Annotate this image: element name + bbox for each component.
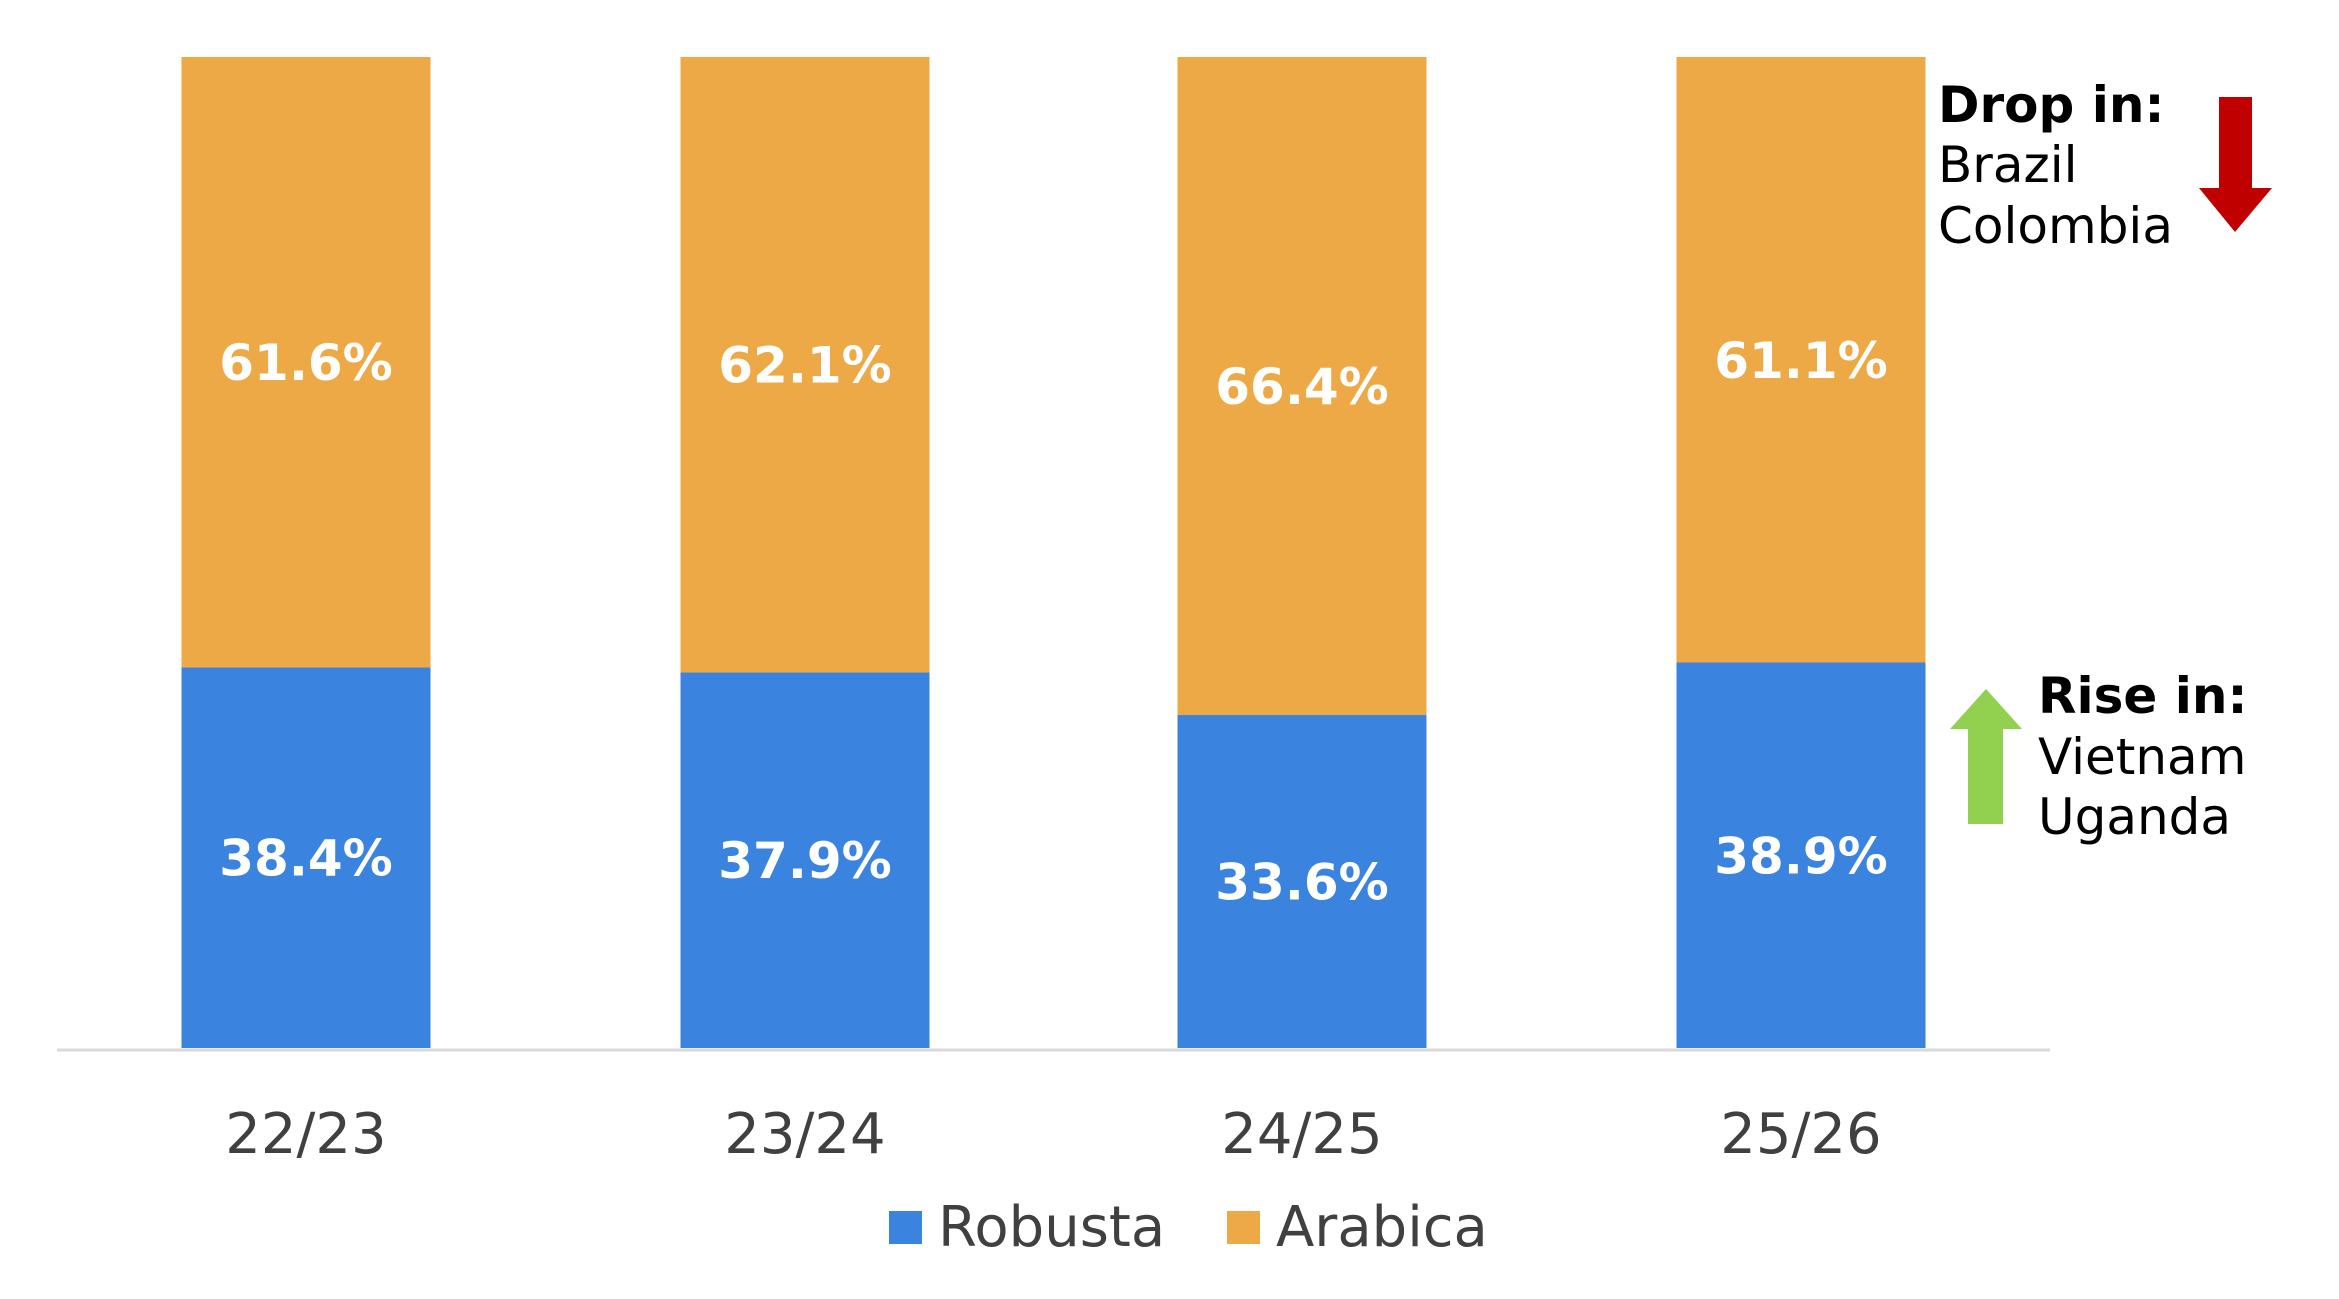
bar-robusta-24-25	[1177, 715, 1427, 1048]
annotation-rise-heading: Rise in:	[2038, 667, 2247, 725]
x-tick-label-24-25: 24/25	[1221, 1102, 1382, 1167]
x-tick-labels-group: 22/23 23/24 24/25 25/26	[225, 1102, 1881, 1167]
data-label-arabica-24-25: 66.4%	[1215, 358, 1388, 416]
bar-robusta-25-26	[1676, 662, 1926, 1048]
data-label-arabica-25-26: 61.1%	[1714, 332, 1887, 390]
x-tick-label-25-26: 25/26	[1720, 1102, 1881, 1167]
bar-labels-group: 38.4% 61.6% 37.9% 62.1% 33.6% 66.4% 38.9% 61.1%	[219, 332, 1887, 912]
legend-label-robusta: Robusta	[938, 1195, 1165, 1260]
bar-arabica-24-25	[1177, 57, 1427, 716]
bar-robusta-23-24	[680, 672, 930, 1048]
annotation-rise-line-2: Uganda	[2038, 788, 2231, 846]
annotation-drop-heading: Drop in:	[1938, 76, 2164, 134]
annotation-drop-line-1: Brazil	[1938, 136, 2078, 194]
data-label-arabica-22-23: 61.6%	[219, 334, 392, 392]
data-label-robusta-22-23: 38.4%	[219, 830, 392, 888]
legend-label-arabica: Arabica	[1276, 1195, 1488, 1260]
arrow-down-icon	[2199, 97, 2272, 232]
annotation-rise-line-1: Vietnam	[2038, 728, 2246, 786]
legend-swatch-robusta	[889, 1211, 922, 1244]
annotation-drop: Drop in: Brazil Colombia	[1938, 76, 2272, 255]
bars-group	[181, 57, 1926, 1048]
legend: Robusta Arabica	[889, 1195, 1488, 1260]
bar-arabica-25-26	[1676, 57, 1926, 663]
annotation-drop-line-2: Colombia	[1938, 197, 2173, 255]
x-tick-label-23-24: 23/24	[724, 1102, 885, 1167]
arrow-up-icon	[1950, 689, 2022, 824]
bar-arabica-23-24	[680, 57, 930, 673]
bar-robusta-22-23	[181, 667, 431, 1048]
data-label-arabica-23-24: 62.1%	[718, 337, 891, 395]
data-label-robusta-23-24: 37.9%	[718, 832, 891, 890]
annotation-rise: Rise in: Vietnam Uganda	[1950, 667, 2247, 846]
legend-swatch-arabica	[1227, 1211, 1260, 1244]
x-tick-label-22-23: 22/23	[225, 1102, 386, 1167]
data-label-robusta-25-26: 38.9%	[1714, 827, 1887, 885]
data-label-robusta-24-25: 33.6%	[1215, 854, 1388, 912]
bar-arabica-22-23	[181, 57, 431, 668]
